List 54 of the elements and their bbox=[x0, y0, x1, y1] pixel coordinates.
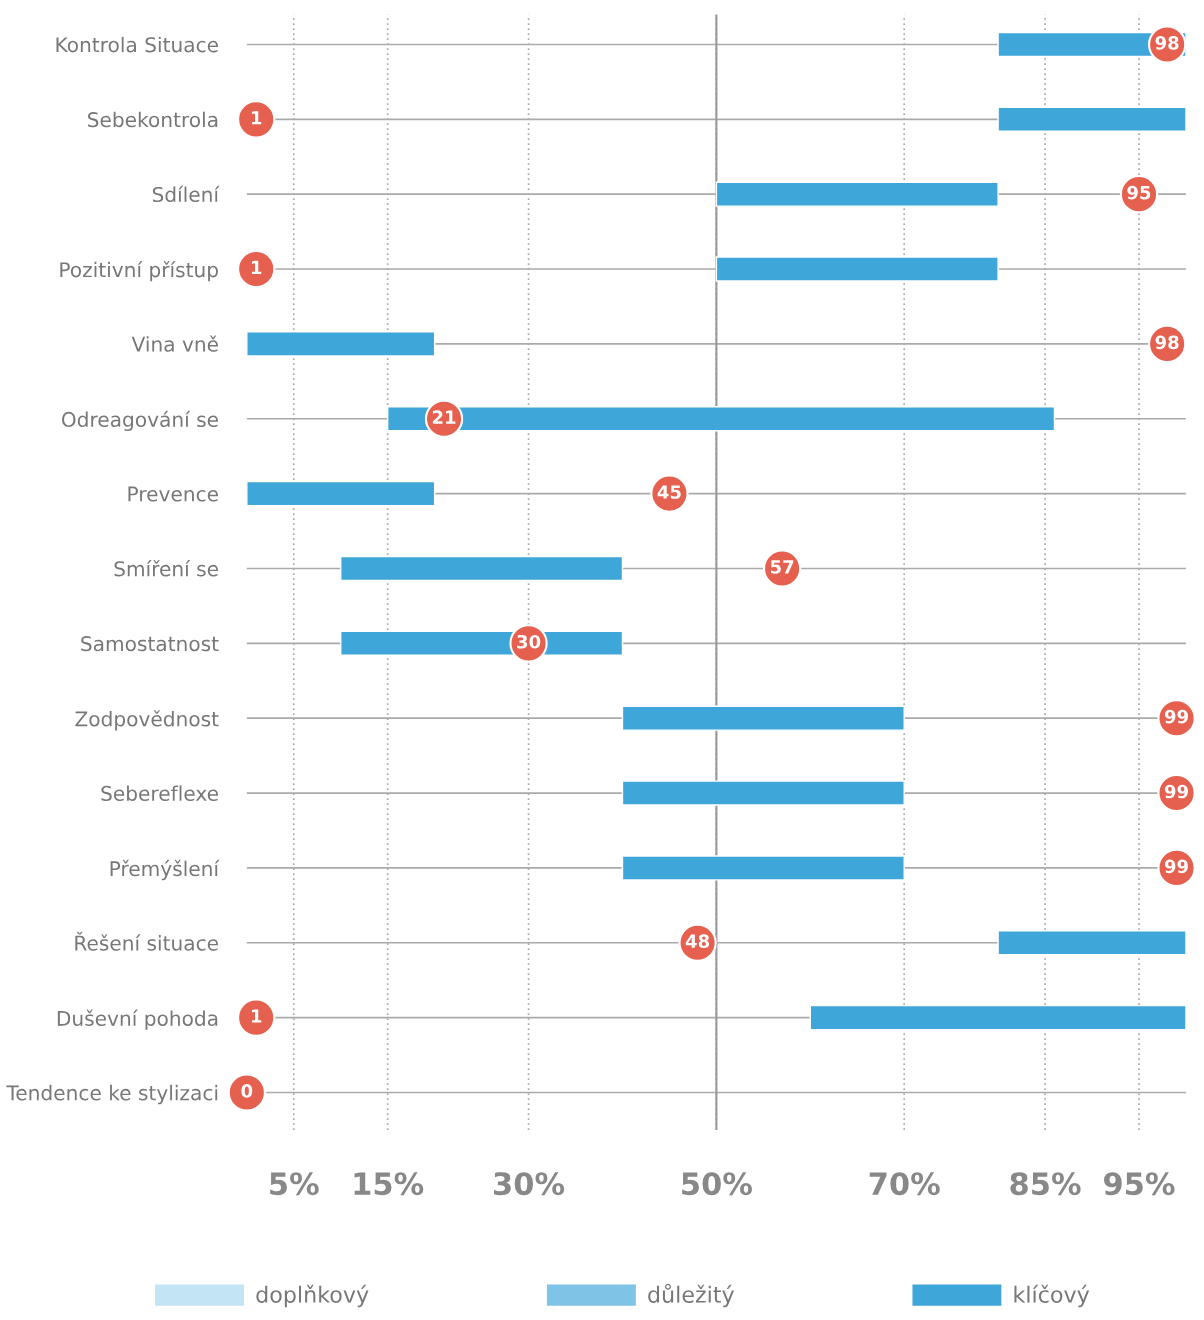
point bbox=[237, 998, 276, 1037]
y-tick-label: Duševní pohoda bbox=[57, 1009, 218, 1030]
data-label: 95 bbox=[1127, 185, 1151, 200]
bar bbox=[997, 106, 1186, 132]
x-tick-label: 15% bbox=[354, 1172, 424, 1196]
y-tick-label: Pozitivní přístup bbox=[60, 260, 218, 282]
y-tick-label: Odreagování se bbox=[61, 410, 218, 431]
y-tick-label: Smíření se bbox=[114, 560, 218, 577]
data-label: 45 bbox=[657, 485, 681, 499]
bar bbox=[340, 555, 624, 582]
y-tick-label: Kontrola Situace bbox=[56, 36, 218, 53]
data-label: 99 bbox=[1164, 709, 1188, 724]
data-label: 1 bbox=[251, 111, 262, 125]
data-label: 48 bbox=[685, 934, 710, 949]
data-label: 1 bbox=[251, 1009, 262, 1023]
bar bbox=[621, 705, 905, 731]
data-label: 98 bbox=[1155, 36, 1179, 50]
data-label: 57 bbox=[770, 560, 794, 574]
y-tick-label: Sdílení bbox=[152, 185, 220, 203]
y-tick-label: Zodpovědnost bbox=[75, 710, 219, 731]
bar bbox=[246, 480, 436, 507]
x-tick-label: 70% bbox=[869, 1172, 940, 1196]
x-tick-label: 85% bbox=[1010, 1172, 1081, 1196]
data-label: 30 bbox=[517, 634, 541, 649]
y-tick-label: Přemýšlení bbox=[110, 859, 220, 881]
bar bbox=[997, 930, 1186, 956]
point bbox=[237, 249, 276, 289]
bar bbox=[246, 331, 436, 357]
data-label: 99 bbox=[1164, 784, 1188, 799]
data-label: 98 bbox=[1155, 335, 1179, 350]
x-tick-label: 5% bbox=[270, 1172, 319, 1196]
data-label: 1 bbox=[251, 260, 262, 275]
data-label: 0 bbox=[241, 1084, 253, 1098]
x-tick-label: 95% bbox=[1104, 1172, 1175, 1196]
bar bbox=[809, 1004, 1186, 1031]
y-tick-label: Řešení situace bbox=[75, 931, 218, 951]
y-tick-label: Samostatnost bbox=[81, 636, 219, 652]
y-tick-label: Tendence ke stylizaci bbox=[6, 1084, 218, 1105]
y-tick-label: Vina vně bbox=[131, 335, 218, 352]
y-tick-label: Prevence bbox=[128, 486, 218, 502]
legend-label: důležitý bbox=[648, 1283, 735, 1308]
data-label: 99 bbox=[1164, 859, 1188, 874]
y-tick-label: Sebereflexe bbox=[101, 785, 218, 801]
data-label: 21 bbox=[432, 410, 456, 424]
bar bbox=[715, 256, 999, 282]
x-tick-label: 50% bbox=[682, 1172, 752, 1196]
legend-label: klíčový bbox=[1014, 1284, 1090, 1308]
legend-label: doplňkový bbox=[256, 1284, 369, 1308]
x-tick-label: 30% bbox=[494, 1172, 565, 1196]
point bbox=[237, 100, 276, 139]
bar bbox=[621, 780, 905, 806]
y-tick-label: Sebekontrola bbox=[88, 111, 218, 128]
bar bbox=[715, 181, 999, 207]
bar bbox=[621, 855, 905, 881]
